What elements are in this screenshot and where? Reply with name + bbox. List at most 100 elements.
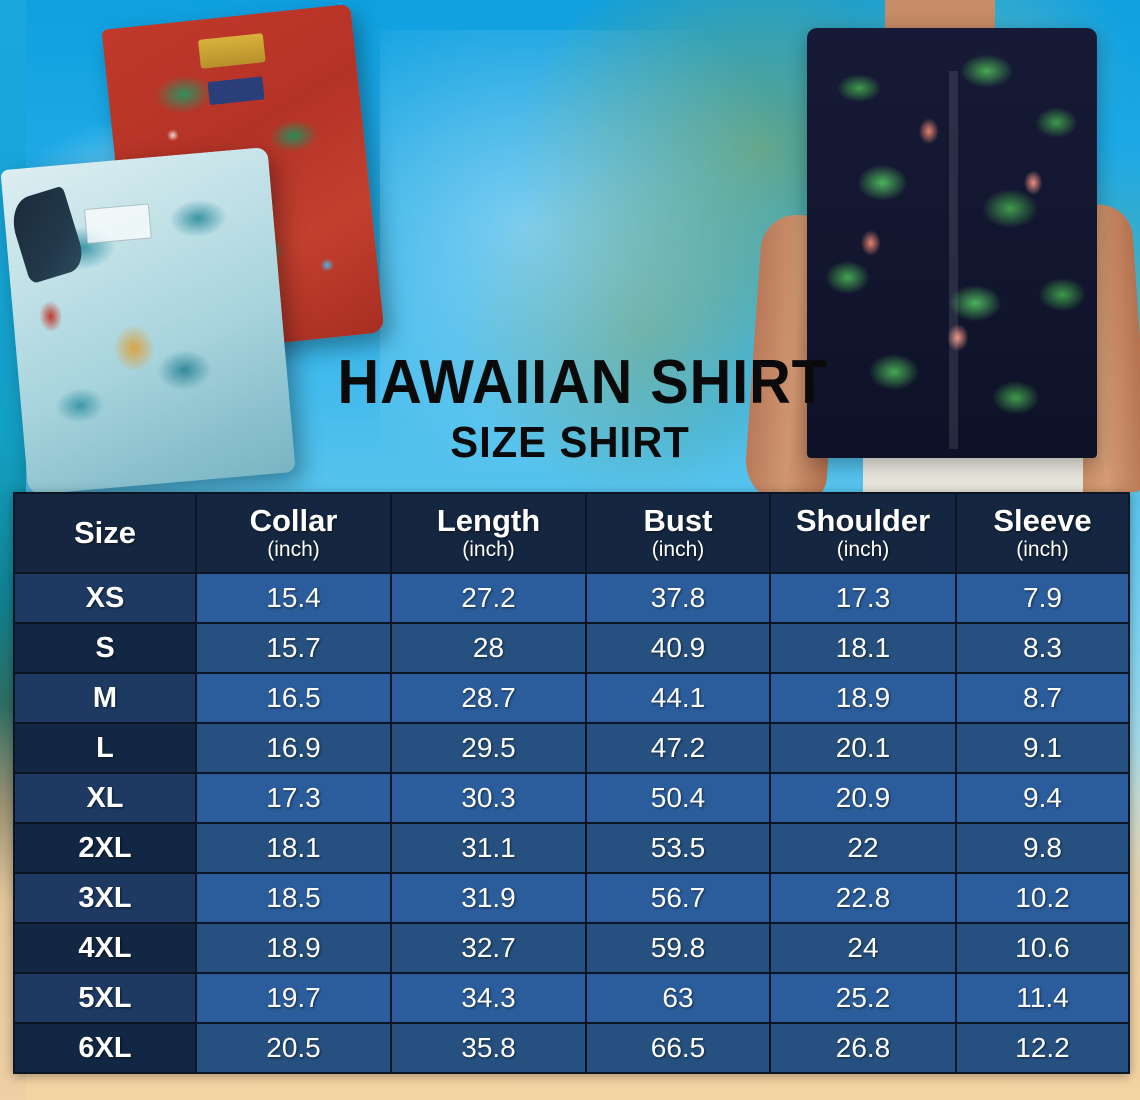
measurement-cell-sleeve: 9.1: [955, 722, 1130, 774]
measurement-cell-shoulder: 18.9: [769, 672, 957, 724]
measurement-cell-length: 27.2: [390, 572, 587, 624]
table-row: XL 17.3 30.3 50.4 20.9 9.4: [13, 772, 1130, 824]
measurement-cell-bust: 40.9: [585, 622, 771, 674]
table-row: 6XL 20.5 35.8 66.5 26.8 12.2: [13, 1022, 1130, 1074]
measurement-cell-collar: 19.7: [195, 972, 392, 1024]
measurement-cell-shoulder: 17.3: [769, 572, 957, 624]
measurement-cell-sleeve: 9.8: [955, 822, 1130, 874]
measurement-cell-length: 32.7: [390, 922, 587, 974]
measurement-cell-sleeve: 10.2: [955, 872, 1130, 924]
column-header-shoulder: Shoulder (inch): [769, 492, 957, 574]
size-label-cell: L: [13, 722, 197, 774]
column-header-collar-unit: (inch): [267, 537, 320, 561]
table-row: L 16.9 29.5 47.2 20.1 9.1: [13, 722, 1130, 774]
measurement-cell-collar: 20.5: [195, 1022, 392, 1074]
table-row: XS 15.4 27.2 37.8 17.3 7.9: [13, 572, 1130, 624]
size-chart: Size Collar (inch) Length (inch) Bust (i…: [13, 492, 1130, 1074]
measurement-cell-shoulder: 26.8: [769, 1022, 957, 1074]
column-header-size-label: Size: [73, 515, 137, 550]
size-label-cell: XS: [13, 572, 197, 624]
size-label-cell: M: [13, 672, 197, 724]
page-title: HAWAIIAN SHIRT: [337, 348, 828, 417]
size-label-cell: 6XL: [13, 1022, 197, 1074]
measurement-cell-shoulder: 20.1: [769, 722, 957, 774]
column-header-shoulder-unit: (inch): [836, 537, 890, 561]
measurement-cell-length: 34.3: [390, 972, 587, 1024]
measurement-cell-shoulder: 24: [769, 922, 957, 974]
measurement-cell-bust: 47.2: [585, 722, 771, 774]
model-photo: [735, 0, 1140, 492]
measurement-cell-bust: 59.8: [585, 922, 771, 974]
column-header-length-label: Length: [436, 503, 541, 539]
column-header-sleeve-unit: (inch): [1016, 537, 1069, 561]
column-header-collar-label: Collar: [249, 503, 338, 539]
folded-blue-shirt: [0, 146, 296, 496]
column-header-collar: Collar (inch): [195, 492, 392, 574]
size-label-cell: 3XL: [13, 872, 197, 924]
measurement-cell-bust: 53.5: [585, 822, 771, 874]
size-label-cell: 2XL: [13, 822, 197, 874]
page-subtitle: SIZE SHIRT: [450, 418, 690, 467]
size-label-cell: S: [13, 622, 197, 674]
measurement-cell-bust: 63: [585, 972, 771, 1024]
column-header-shoulder-label: Shoulder: [795, 503, 931, 539]
measurement-cell-bust: 50.4: [585, 772, 771, 824]
measurement-cell-sleeve: 8.7: [955, 672, 1130, 724]
red-shirt-collar-label: [197, 32, 266, 70]
measurement-cell-bust: 44.1: [585, 672, 771, 724]
measurement-cell-collar: 18.1: [195, 822, 392, 874]
title-block: HAWAIIAN SHIRT SIZE SHIRT: [320, 348, 828, 467]
measurement-cell-length: 29.5: [390, 722, 587, 774]
measurement-cell-length: 31.9: [390, 872, 587, 924]
measurement-cell-sleeve: 8.3: [955, 622, 1130, 674]
blue-shirt-collar: [5, 185, 87, 285]
model-hawaiian-shirt: [807, 28, 1097, 458]
measurement-cell-collar: 18.9: [195, 922, 392, 974]
table-row: 5XL 19.7 34.3 63 25.2 11.4: [13, 972, 1130, 1024]
measurement-cell-sleeve: 12.2: [955, 1022, 1130, 1074]
column-header-bust: Bust (inch): [585, 492, 771, 574]
table-row: 2XL 18.1 31.1 53.5 22 9.8: [13, 822, 1130, 874]
measurement-cell-collar: 15.4: [195, 572, 392, 624]
table-row: S 15.7 28 40.9 18.1 8.3: [13, 622, 1130, 674]
size-label-cell: 5XL: [13, 972, 197, 1024]
column-header-length: Length (inch): [390, 492, 587, 574]
measurement-cell-collar: 16.5: [195, 672, 392, 724]
column-header-sleeve-label: Sleeve: [993, 503, 1092, 539]
measurement-cell-bust: 56.7: [585, 872, 771, 924]
measurement-cell-sleeve: 11.4: [955, 972, 1130, 1024]
blue-shirt-pocket: [84, 203, 152, 245]
measurement-cell-shoulder: 22: [769, 822, 957, 874]
measurement-cell-shoulder: 25.2: [769, 972, 957, 1024]
size-label-cell: XL: [13, 772, 197, 824]
table-row: 4XL 18.9 32.7 59.8 24 10.6: [13, 922, 1130, 974]
measurement-cell-bust: 66.5: [585, 1022, 771, 1074]
measurement-cell-length: 30.3: [390, 772, 587, 824]
shirt-button-placket: [949, 71, 958, 450]
measurement-cell-sleeve: 9.4: [955, 772, 1130, 824]
measurement-cell-sleeve: 10.6: [955, 922, 1130, 974]
measurement-cell-collar: 18.5: [195, 872, 392, 924]
column-header-size: Size: [13, 492, 197, 574]
measurement-cell-length: 28.7: [390, 672, 587, 724]
measurement-cell-bust: 37.8: [585, 572, 771, 624]
red-shirt-brand-label: [207, 76, 265, 105]
column-header-length-unit: (inch): [462, 537, 515, 561]
size-label-cell: 4XL: [13, 922, 197, 974]
table-header-row: Size Collar (inch) Length (inch) Bust (i…: [13, 492, 1130, 574]
measurement-cell-collar: 16.9: [195, 722, 392, 774]
table-header: Size Collar (inch) Length (inch) Bust (i…: [13, 492, 1130, 574]
table-row: M 16.5 28.7 44.1 18.9 8.7: [13, 672, 1130, 724]
table-body: XS 15.4 27.2 37.8 17.3 7.9 S 15.7 28 40.9 18.1 8.3 M…: [13, 572, 1130, 1074]
size-table: Size Collar (inch) Length (inch) Bust (i…: [13, 492, 1130, 1074]
measurement-cell-collar: 15.7: [195, 622, 392, 674]
measurement-cell-collar: 17.3: [195, 772, 392, 824]
measurement-cell-length: 28: [390, 622, 587, 674]
column-header-sleeve: Sleeve (inch): [955, 492, 1130, 574]
column-header-bust-unit: (inch): [651, 537, 705, 561]
table-row: 3XL 18.5 31.9 56.7 22.8 10.2: [13, 872, 1130, 924]
measurement-cell-shoulder: 22.8: [769, 872, 957, 924]
measurement-cell-shoulder: 18.1: [769, 622, 957, 674]
measurement-cell-shoulder: 20.9: [769, 772, 957, 824]
column-header-bust-label: Bust: [643, 503, 713, 539]
